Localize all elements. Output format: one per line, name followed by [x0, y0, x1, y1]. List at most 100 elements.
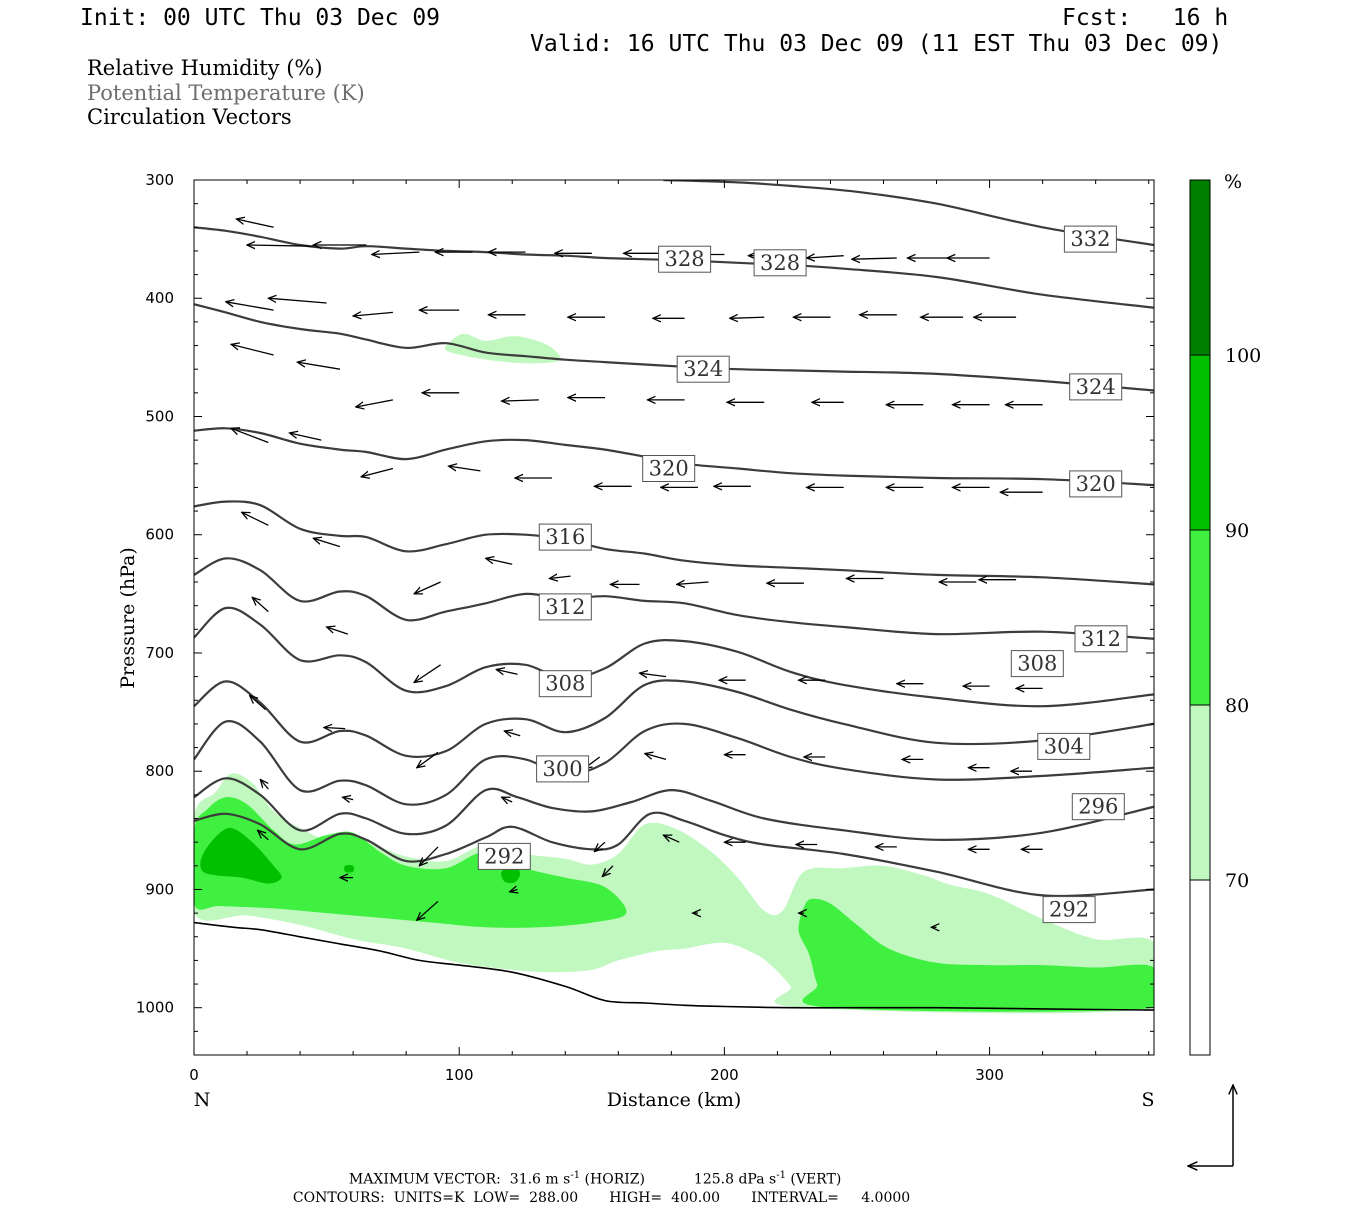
rh-region-80: [194, 797, 627, 928]
theta-label-box: [658, 245, 712, 273]
circulation-vector: [252, 597, 269, 613]
theta-label-292: 292: [477, 842, 531, 870]
circulation-vector: [419, 846, 439, 866]
theta-label-text: 324: [683, 357, 723, 381]
theta-label-box: [538, 670, 592, 698]
rh-shading: [194, 333, 1154, 1014]
circulation-vector: [324, 728, 346, 729]
circulation-vector: [852, 258, 897, 259]
theta-label-text: 304: [1044, 734, 1084, 758]
circulation-vector: [414, 581, 441, 594]
circulation-vector: [226, 302, 274, 311]
theta-contour-308: [194, 606, 1154, 708]
circulation-vectors: [226, 219, 1043, 927]
circulation-vector: [677, 582, 709, 584]
theta-label-box: [1074, 625, 1128, 653]
theta-label-308: 308: [1010, 650, 1064, 678]
theta-contours: [194, 180, 1154, 898]
theta-label-box: [1010, 650, 1064, 678]
plot-frame: [193, 179, 1155, 1056]
rh-region-80: [798, 898, 1154, 1012]
theta-label-box: [536, 755, 590, 783]
colorbar-tick-label: 100: [1225, 345, 1261, 367]
circulation-vector: [290, 433, 322, 441]
x-tick-label: 200: [710, 1066, 739, 1084]
theta-label-320: 320: [642, 455, 696, 482]
theta-label-text: 332: [1070, 227, 1110, 251]
theta-label-box: [1071, 793, 1125, 821]
theta-label-316: 316: [538, 523, 592, 551]
contours-units: UNITS=K: [393, 1190, 465, 1206]
circulation-vector: [663, 835, 680, 843]
y-tick-label: 1000: [136, 999, 174, 1017]
rh-colorbar: 70 80 90 100: [1189, 179, 1261, 1056]
max-vector-vert: 125.8 dPa s: [693, 1171, 777, 1188]
forecast-hour: Fcst: 16 h: [1062, 5, 1229, 31]
theta-label-box: [538, 593, 592, 621]
theta-contour-296: [194, 777, 1154, 841]
theta-contour-320: [194, 427, 1154, 487]
theta-label-box: [642, 455, 696, 482]
theta-label-text: 312: [1081, 627, 1121, 651]
theta-contour-292: [194, 811, 1154, 898]
theta-label-312: 312: [1074, 625, 1128, 653]
axes: 300 400 500 600 700 800 900 1000 0 100 200 300: [136, 171, 1154, 1084]
theta-label-332: 332: [1063, 225, 1117, 253]
field-theta-label: Potential Temperature (K): [87, 81, 365, 105]
vert-exponent: -1: [776, 1170, 786, 1181]
theta-label-box: [1069, 373, 1123, 401]
theta-label-box: [1042, 896, 1096, 924]
circulation-vector: [502, 797, 513, 802]
theta-contour-300: [194, 720, 1154, 806]
contours-interval-label: INTERVAL=: [751, 1190, 839, 1206]
theta-label-text: 312: [545, 595, 585, 619]
circulation-vector: [343, 797, 354, 799]
theta-label-328: 328: [658, 245, 712, 273]
theta-label-text: 324: [1076, 375, 1116, 399]
y-tick-label: 300: [145, 171, 174, 189]
circulation-vector: [361, 467, 394, 477]
theta-label-text: 308: [1017, 652, 1057, 676]
theta-label-text: 320: [1076, 472, 1116, 496]
x-axis-title: Distance (km): [607, 1089, 742, 1111]
theta-label-text: 316: [545, 525, 585, 549]
circulation-vector: [297, 362, 341, 370]
theta-label-296: 296: [1071, 793, 1125, 821]
horiz-exponent: -1: [570, 1170, 581, 1181]
theta-label-text: 320: [649, 457, 689, 481]
y-tick-label: 600: [145, 526, 174, 544]
contours-high-label: HIGH=: [609, 1190, 663, 1206]
theta-label-text: 292: [484, 844, 524, 868]
max-vector-horiz: 31.6 m s: [509, 1171, 571, 1188]
field-vectors-label: Circulation Vectors: [87, 105, 292, 129]
y-axis-title: Pressure (hPa): [117, 547, 139, 689]
max-vector-line: MAXIMUM VECTOR: 31.6 m s-1 (HORIZ) 125.8…: [340, 1157, 841, 1187]
surface-line: [194, 921, 1154, 1011]
circulation-vector: [231, 344, 274, 356]
theta-label-324: 324: [1069, 373, 1123, 401]
circulation-vector: [414, 664, 441, 683]
theta-label-text: 328: [665, 247, 705, 271]
y-tick-label: 800: [145, 762, 174, 780]
max-vector-label: MAXIMUM VECTOR:: [348, 1171, 501, 1188]
circulation-vector: [486, 558, 513, 565]
theta-label-box: [538, 523, 592, 551]
terrain-surface: [194, 921, 1154, 1011]
circulation-vector: [242, 512, 269, 526]
theta-label-text: 308: [545, 672, 585, 696]
theta-label-text: 328: [760, 251, 800, 275]
circulation-vector: [807, 256, 844, 258]
circulation-vector: [504, 731, 521, 736]
circulation-vector: [236, 219, 274, 228]
circulation-vector: [417, 900, 439, 920]
circulation-vector: [502, 400, 539, 401]
circulation-vector: [417, 751, 439, 767]
contours-line: CONTOURS: UNITS=K LOW= 288.00 HIGH= 400.…: [284, 1177, 910, 1205]
circulation-vector: [496, 670, 518, 675]
y-tick-label: 700: [145, 644, 174, 662]
theta-label-308: 308: [538, 670, 592, 698]
colorbar-unit: %: [1224, 171, 1242, 193]
circulation-vector: [260, 780, 269, 790]
colorbar-tick-label: 90: [1225, 520, 1249, 542]
